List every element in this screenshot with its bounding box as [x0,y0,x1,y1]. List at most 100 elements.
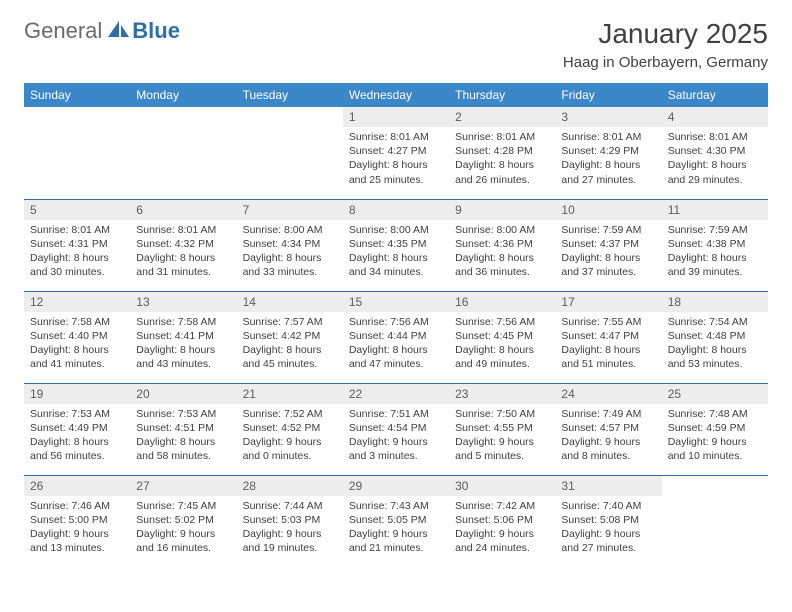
day-number: 16 [449,292,555,312]
day-number: 10 [555,200,661,220]
day-cell [662,475,768,567]
day-cell: 25Sunrise: 7:48 AMSunset: 4:59 PMDayligh… [662,383,768,475]
day-details: Sunrise: 7:53 AMSunset: 4:51 PMDaylight:… [130,404,236,470]
day-details: Sunrise: 8:01 AMSunset: 4:30 PMDaylight:… [662,127,768,193]
day-number: 4 [662,107,768,127]
day-number: 28 [237,476,343,496]
day-details: Sunrise: 7:50 AMSunset: 4:55 PMDaylight:… [449,404,555,470]
day-cell: 3Sunrise: 8:01 AMSunset: 4:29 PMDaylight… [555,107,661,199]
day-details: Sunrise: 7:54 AMSunset: 4:48 PMDaylight:… [662,312,768,378]
day-details: Sunrise: 7:58 AMSunset: 4:41 PMDaylight:… [130,312,236,378]
location-label: Haag in Oberbayern, Germany [563,54,768,71]
day-cell: 23Sunrise: 7:50 AMSunset: 4:55 PMDayligh… [449,383,555,475]
title-block: January 2025 Haag in Oberbayern, Germany [563,18,768,71]
day-cell: 6Sunrise: 8:01 AMSunset: 4:32 PMDaylight… [130,199,236,291]
week-row: 12Sunrise: 7:58 AMSunset: 4:40 PMDayligh… [24,291,768,383]
day-details: Sunrise: 8:01 AMSunset: 4:27 PMDaylight:… [343,127,449,193]
day-number: 1 [343,107,449,127]
day-details: Sunrise: 7:49 AMSunset: 4:57 PMDaylight:… [555,404,661,470]
weekday-header: Saturday [662,83,768,107]
day-number: 17 [555,292,661,312]
day-cell: 28Sunrise: 7:44 AMSunset: 5:03 PMDayligh… [237,475,343,567]
day-details: Sunrise: 7:51 AMSunset: 4:54 PMDaylight:… [343,404,449,470]
day-cell: 16Sunrise: 7:56 AMSunset: 4:45 PMDayligh… [449,291,555,383]
day-number: 30 [449,476,555,496]
day-number: 2 [449,107,555,127]
day-cell: 27Sunrise: 7:45 AMSunset: 5:02 PMDayligh… [130,475,236,567]
day-cell: 1Sunrise: 8:01 AMSunset: 4:27 PMDaylight… [343,107,449,199]
day-number: 13 [130,292,236,312]
day-cell: 17Sunrise: 7:55 AMSunset: 4:47 PMDayligh… [555,291,661,383]
day-details: Sunrise: 7:52 AMSunset: 4:52 PMDaylight:… [237,404,343,470]
week-row: 1Sunrise: 8:01 AMSunset: 4:27 PMDaylight… [24,107,768,199]
day-cell: 10Sunrise: 7:59 AMSunset: 4:37 PMDayligh… [555,199,661,291]
day-details: Sunrise: 7:56 AMSunset: 4:45 PMDaylight:… [449,312,555,378]
weekday-header: Thursday [449,83,555,107]
day-cell: 8Sunrise: 8:00 AMSunset: 4:35 PMDaylight… [343,199,449,291]
week-row: 26Sunrise: 7:46 AMSunset: 5:00 PMDayligh… [24,475,768,567]
day-cell: 29Sunrise: 7:43 AMSunset: 5:05 PMDayligh… [343,475,449,567]
day-details: Sunrise: 8:00 AMSunset: 4:34 PMDaylight:… [237,220,343,286]
day-number: 29 [343,476,449,496]
day-number: 6 [130,200,236,220]
day-details: Sunrise: 7:44 AMSunset: 5:03 PMDaylight:… [237,496,343,562]
day-number: 22 [343,384,449,404]
day-details: Sunrise: 7:46 AMSunset: 5:00 PMDaylight:… [24,496,130,562]
logo-text-general: General [24,18,102,44]
header: General Blue January 2025 Haag in Oberba… [24,18,768,71]
day-cell: 22Sunrise: 7:51 AMSunset: 4:54 PMDayligh… [343,383,449,475]
month-title: January 2025 [563,18,768,50]
day-cell [130,107,236,199]
day-number: 8 [343,200,449,220]
day-cell [24,107,130,199]
weekday-header-row: SundayMondayTuesdayWednesdayThursdayFrid… [24,83,768,107]
day-cell: 13Sunrise: 7:58 AMSunset: 4:41 PMDayligh… [130,291,236,383]
day-number: 15 [343,292,449,312]
day-details: Sunrise: 7:58 AMSunset: 4:40 PMDaylight:… [24,312,130,378]
day-number: 9 [449,200,555,220]
day-cell: 14Sunrise: 7:57 AMSunset: 4:42 PMDayligh… [237,291,343,383]
day-details: Sunrise: 8:01 AMSunset: 4:32 PMDaylight:… [130,220,236,286]
day-cell: 4Sunrise: 8:01 AMSunset: 4:30 PMDaylight… [662,107,768,199]
day-cell: 11Sunrise: 7:59 AMSunset: 4:38 PMDayligh… [662,199,768,291]
day-details: Sunrise: 7:43 AMSunset: 5:05 PMDaylight:… [343,496,449,562]
day-number: 18 [662,292,768,312]
day-details: Sunrise: 7:45 AMSunset: 5:02 PMDaylight:… [130,496,236,562]
day-number: 23 [449,384,555,404]
logo-text-blue: Blue [132,18,180,44]
day-details: Sunrise: 7:48 AMSunset: 4:59 PMDaylight:… [662,404,768,470]
day-cell: 18Sunrise: 7:54 AMSunset: 4:48 PMDayligh… [662,291,768,383]
day-cell: 9Sunrise: 8:00 AMSunset: 4:36 PMDaylight… [449,199,555,291]
day-cell [237,107,343,199]
calendar-table: SundayMondayTuesdayWednesdayThursdayFrid… [24,83,768,567]
day-number: 5 [24,200,130,220]
day-number: 11 [662,200,768,220]
day-details: Sunrise: 8:01 AMSunset: 4:28 PMDaylight:… [449,127,555,193]
day-details: Sunrise: 7:42 AMSunset: 5:06 PMDaylight:… [449,496,555,562]
weekday-header: Friday [555,83,661,107]
day-cell: 19Sunrise: 7:53 AMSunset: 4:49 PMDayligh… [24,383,130,475]
day-cell: 30Sunrise: 7:42 AMSunset: 5:06 PMDayligh… [449,475,555,567]
day-cell: 21Sunrise: 7:52 AMSunset: 4:52 PMDayligh… [237,383,343,475]
day-number: 14 [237,292,343,312]
day-details: Sunrise: 8:00 AMSunset: 4:35 PMDaylight:… [343,220,449,286]
day-details: Sunrise: 8:01 AMSunset: 4:29 PMDaylight:… [555,127,661,193]
day-cell: 26Sunrise: 7:46 AMSunset: 5:00 PMDayligh… [24,475,130,567]
day-details: Sunrise: 7:53 AMSunset: 4:49 PMDaylight:… [24,404,130,470]
day-details: Sunrise: 7:59 AMSunset: 4:37 PMDaylight:… [555,220,661,286]
day-cell: 12Sunrise: 7:58 AMSunset: 4:40 PMDayligh… [24,291,130,383]
day-cell: 2Sunrise: 8:01 AMSunset: 4:28 PMDaylight… [449,107,555,199]
day-cell: 31Sunrise: 7:40 AMSunset: 5:08 PMDayligh… [555,475,661,567]
week-row: 19Sunrise: 7:53 AMSunset: 4:49 PMDayligh… [24,383,768,475]
day-number: 12 [24,292,130,312]
day-details: Sunrise: 7:56 AMSunset: 4:44 PMDaylight:… [343,312,449,378]
week-row: 5Sunrise: 8:01 AMSunset: 4:31 PMDaylight… [24,199,768,291]
calendar-body: 1Sunrise: 8:01 AMSunset: 4:27 PMDaylight… [24,107,768,567]
logo: General Blue [24,18,180,44]
day-cell: 5Sunrise: 8:01 AMSunset: 4:31 PMDaylight… [24,199,130,291]
day-cell: 15Sunrise: 7:56 AMSunset: 4:44 PMDayligh… [343,291,449,383]
day-cell: 20Sunrise: 7:53 AMSunset: 4:51 PMDayligh… [130,383,236,475]
day-number: 21 [237,384,343,404]
weekday-header: Wednesday [343,83,449,107]
day-cell: 7Sunrise: 8:00 AMSunset: 4:34 PMDaylight… [237,199,343,291]
